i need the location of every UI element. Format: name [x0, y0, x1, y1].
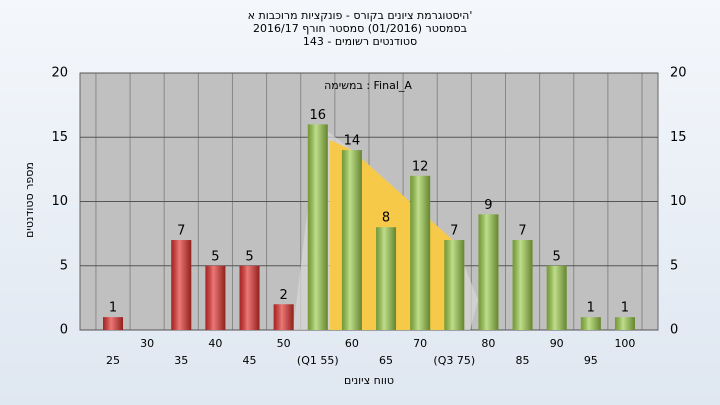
y-tick-label: 20: [51, 66, 68, 81]
data-label: 5: [245, 249, 253, 264]
data-label: 1: [587, 301, 595, 316]
x-tick-label: (Q1 55): [297, 354, 339, 367]
data-label: 1: [109, 301, 117, 316]
data-label: 7: [450, 224, 458, 239]
x-tick-label: (Q3 75): [433, 354, 475, 367]
x-axis-label: טווח ציונים: [344, 374, 394, 387]
bar-shade: [478, 214, 499, 330]
bar-shade: [376, 227, 397, 330]
y2-tick-label: 10: [670, 194, 687, 209]
y-tick-label: 15: [51, 130, 68, 145]
bar-shade: [546, 265, 567, 330]
x-tick-label: 100: [614, 337, 635, 350]
data-label: 2: [280, 288, 288, 303]
chart-subtitle: 143 - סטודנטים רשומים: [303, 35, 417, 48]
bar-shade: [341, 150, 362, 330]
x-tick-label: 40: [208, 337, 222, 350]
x-tick-label: 70: [413, 337, 427, 350]
data-label: 5: [211, 249, 219, 264]
annotation: במשימה : Final_A: [324, 79, 412, 92]
x-tick-label: 90: [550, 337, 564, 350]
bar-shade: [307, 124, 328, 331]
y2-tick-label: 5: [670, 258, 678, 273]
bar-shade: [171, 240, 192, 330]
data-label: 9: [484, 198, 492, 213]
data-label: 14: [344, 134, 361, 149]
x-tick-label: 30: [140, 337, 154, 350]
bar-shade: [239, 265, 260, 330]
y2-tick-label: 15: [670, 130, 687, 145]
bar-shade: [580, 317, 601, 330]
y-tick-label: 5: [60, 258, 68, 273]
data-label: 7: [177, 224, 185, 239]
bar-shade: [103, 317, 123, 330]
y2-tick-label: 20: [670, 66, 687, 81]
y-tick-label: 0: [60, 323, 68, 338]
bar-shade: [273, 304, 294, 330]
data-label: 7: [518, 224, 526, 239]
y-axis-label: מספר סטודנטים: [23, 162, 36, 238]
x-tick-label: 95: [584, 354, 598, 367]
data-label: 1: [621, 301, 629, 316]
chart-subtitle: בסמסטר (01/2016) סמסטר חורף 2016/17: [253, 22, 467, 35]
data-label: 16: [310, 108, 327, 123]
chart-title: היסטוגרמת ציונים בקורס - פונקציות מרוכבו…: [248, 9, 473, 22]
bar-shade: [205, 265, 226, 330]
x-tick-label: 35: [174, 354, 188, 367]
x-tick-label: 25: [106, 354, 120, 367]
x-tick-label: 50: [277, 337, 291, 350]
data-label: 12: [412, 159, 429, 174]
x-tick-label: 60: [345, 337, 359, 350]
bar-shade: [444, 240, 465, 330]
x-tick-label: 45: [243, 354, 257, 367]
data-label: 8: [382, 211, 390, 226]
x-tick-label: 80: [481, 337, 495, 350]
bar-shade: [614, 317, 635, 330]
x-tick-label: 65: [379, 354, 393, 367]
y-tick-label: 10: [51, 194, 68, 209]
data-label: 5: [553, 249, 561, 264]
bar-shade: [410, 175, 431, 330]
y2-tick-label: 0: [670, 323, 678, 338]
x-tick-label: 85: [516, 354, 530, 367]
bar-shade: [512, 240, 533, 330]
